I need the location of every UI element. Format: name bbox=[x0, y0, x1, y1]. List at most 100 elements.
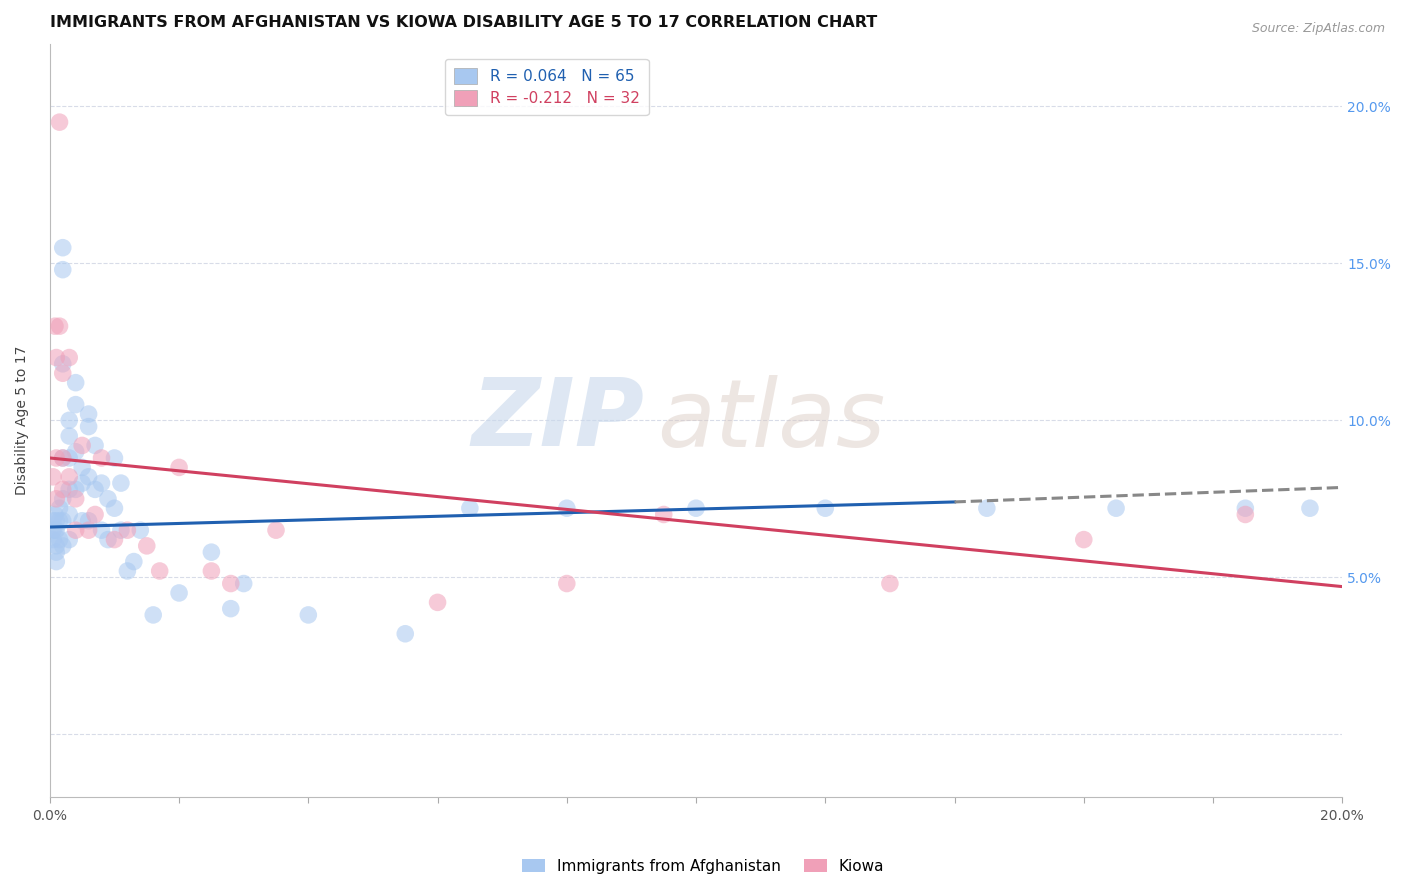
Point bbox=[45, 514, 67, 528]
Point bbox=[52, 514, 75, 528]
Point bbox=[45, 545, 67, 559]
Point bbox=[117, 564, 139, 578]
Point bbox=[58, 470, 80, 484]
Point bbox=[42, 470, 65, 484]
Point bbox=[52, 366, 75, 380]
Point bbox=[394, 626, 416, 640]
Point bbox=[167, 586, 190, 600]
Point bbox=[58, 533, 80, 547]
Point bbox=[48, 501, 70, 516]
Point bbox=[65, 376, 87, 390]
Point bbox=[58, 508, 80, 522]
Point bbox=[52, 450, 75, 465]
Point bbox=[685, 501, 707, 516]
Point bbox=[77, 407, 100, 421]
Point bbox=[84, 483, 107, 497]
Point bbox=[65, 523, 87, 537]
Point bbox=[219, 576, 242, 591]
Point bbox=[52, 539, 75, 553]
Point bbox=[77, 514, 100, 528]
Text: ZIP: ZIP bbox=[471, 375, 644, 467]
Point bbox=[652, 508, 675, 522]
Point bbox=[45, 523, 67, 537]
Point bbox=[45, 491, 67, 506]
Point bbox=[97, 491, 120, 506]
Point bbox=[44, 319, 66, 334]
Point bbox=[200, 545, 222, 559]
Point bbox=[45, 555, 67, 569]
Point bbox=[42, 523, 65, 537]
Point bbox=[426, 595, 449, 609]
Point bbox=[48, 514, 70, 528]
Point bbox=[70, 476, 93, 491]
Point bbox=[103, 533, 125, 547]
Point bbox=[70, 438, 93, 452]
Point bbox=[103, 450, 125, 465]
Point bbox=[77, 419, 100, 434]
Point bbox=[52, 483, 75, 497]
Point bbox=[129, 523, 152, 537]
Point bbox=[976, 501, 998, 516]
Point bbox=[135, 539, 157, 553]
Point bbox=[1234, 508, 1257, 522]
Point bbox=[97, 533, 120, 547]
Point bbox=[42, 514, 65, 528]
Point bbox=[45, 351, 67, 365]
Point bbox=[458, 501, 481, 516]
Point bbox=[65, 398, 87, 412]
Point bbox=[1105, 501, 1128, 516]
Point bbox=[117, 523, 139, 537]
Point bbox=[77, 470, 100, 484]
Point bbox=[90, 476, 112, 491]
Point bbox=[48, 319, 70, 334]
Point bbox=[44, 508, 66, 522]
Point bbox=[65, 444, 87, 458]
Point bbox=[52, 241, 75, 255]
Legend: R = 0.064   N = 65, R = -0.212   N = 32: R = 0.064 N = 65, R = -0.212 N = 32 bbox=[446, 59, 648, 115]
Point bbox=[90, 523, 112, 537]
Text: IMMIGRANTS FROM AFGHANISTAN VS KIOWA DISABILITY AGE 5 TO 17 CORRELATION CHART: IMMIGRANTS FROM AFGHANISTAN VS KIOWA DIS… bbox=[49, 15, 877, 30]
Point bbox=[48, 115, 70, 129]
Point bbox=[555, 576, 578, 591]
Point bbox=[814, 501, 837, 516]
Point bbox=[110, 476, 132, 491]
Point bbox=[48, 533, 70, 547]
Point bbox=[167, 460, 190, 475]
Point bbox=[879, 576, 901, 591]
Point bbox=[142, 607, 165, 622]
Point bbox=[52, 262, 75, 277]
Point bbox=[45, 539, 67, 553]
Point bbox=[58, 429, 80, 443]
Y-axis label: Disability Age 5 to 17: Disability Age 5 to 17 bbox=[15, 345, 30, 495]
Point bbox=[200, 564, 222, 578]
Point bbox=[58, 450, 80, 465]
Point bbox=[110, 523, 132, 537]
Point bbox=[52, 450, 75, 465]
Point bbox=[45, 450, 67, 465]
Point bbox=[149, 564, 172, 578]
Point bbox=[232, 576, 254, 591]
Point bbox=[1234, 501, 1257, 516]
Point bbox=[103, 501, 125, 516]
Point bbox=[52, 491, 75, 506]
Point bbox=[70, 514, 93, 528]
Point bbox=[264, 523, 287, 537]
Point bbox=[58, 483, 80, 497]
Point bbox=[1073, 533, 1095, 547]
Point bbox=[58, 351, 80, 365]
Legend: Immigrants from Afghanistan, Kiowa: Immigrants from Afghanistan, Kiowa bbox=[516, 853, 890, 880]
Point bbox=[122, 555, 145, 569]
Point bbox=[65, 491, 87, 506]
Text: atlas: atlas bbox=[657, 375, 886, 466]
Point bbox=[77, 523, 100, 537]
Point bbox=[555, 501, 578, 516]
Point bbox=[84, 508, 107, 522]
Point bbox=[219, 601, 242, 615]
Point bbox=[70, 460, 93, 475]
Point bbox=[1299, 501, 1322, 516]
Point bbox=[52, 357, 75, 371]
Point bbox=[58, 413, 80, 427]
Point bbox=[42, 533, 65, 547]
Point bbox=[297, 607, 319, 622]
Text: Source: ZipAtlas.com: Source: ZipAtlas.com bbox=[1251, 22, 1385, 36]
